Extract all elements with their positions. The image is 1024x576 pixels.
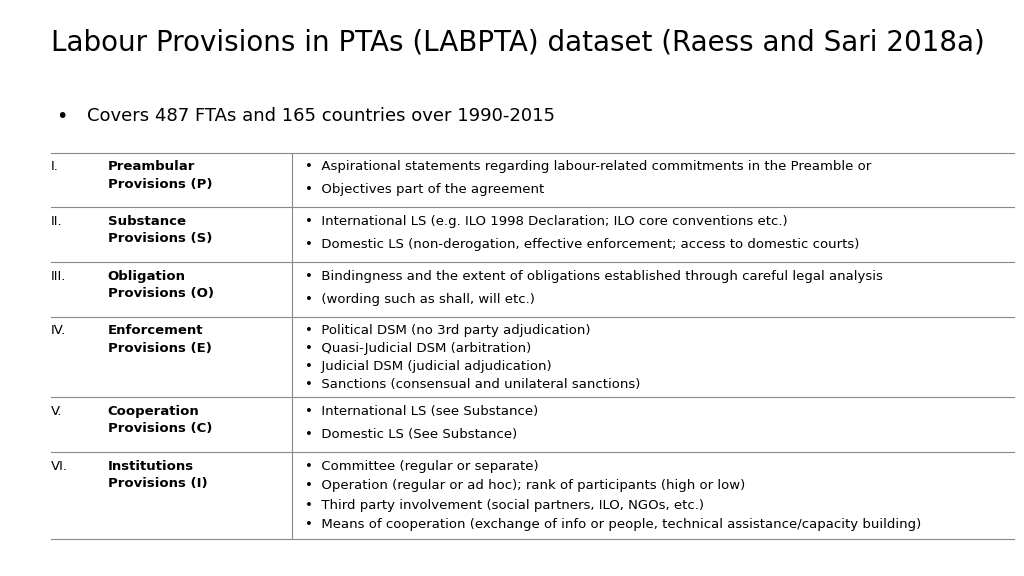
Text: •: • [56,107,68,126]
Text: •  Sanctions (consensual and unilateral sanctions): • Sanctions (consensual and unilateral s… [305,378,641,391]
Text: •  Aspirational statements regarding labour-related commitments in the Preamble : • Aspirational statements regarding labo… [305,160,871,173]
Text: •  (wording such as shall, will etc.): • (wording such as shall, will etc.) [305,293,535,306]
Text: Enforcement
Provisions (E): Enforcement Provisions (E) [108,324,211,355]
Text: •  Domestic LS (non-derogation, effective enforcement; access to domestic courts: • Domestic LS (non-derogation, effective… [305,238,859,251]
Text: V.: V. [51,405,62,418]
Text: •  Bindingness and the extent of obligations established through careful legal a: • Bindingness and the extent of obligati… [305,270,883,283]
Text: •  Quasi-Judicial DSM (arbitration): • Quasi-Judicial DSM (arbitration) [305,342,531,355]
Text: •  Objectives part of the agreement: • Objectives part of the agreement [305,183,545,196]
Text: •  Judicial DSM (judicial adjudication): • Judicial DSM (judicial adjudication) [305,361,552,373]
Text: •  International LS (e.g. ILO 1998 Declaration; ILO core conventions etc.): • International LS (e.g. ILO 1998 Declar… [305,215,787,228]
Text: Labour Provisions in PTAs (LABPTA) dataset (Raess and Sari 2018a): Labour Provisions in PTAs (LABPTA) datas… [51,29,985,57]
Text: Cooperation
Provisions (C): Cooperation Provisions (C) [108,405,212,435]
Text: •  Domestic LS (See Substance): • Domestic LS (See Substance) [305,428,517,441]
Text: •  Means of cooperation (exchange of info or people, technical assistance/capaci: • Means of cooperation (exchange of info… [305,518,922,531]
Text: •  Committee (regular or separate): • Committee (regular or separate) [305,460,539,473]
Text: •  Third party involvement (social partners, ILO, NGOs, etc.): • Third party involvement (social partne… [305,498,705,511]
Text: III.: III. [51,270,67,283]
Text: Preambular
Provisions (P): Preambular Provisions (P) [108,160,212,191]
Text: Institutions
Provisions (I): Institutions Provisions (I) [108,460,207,490]
Text: Substance
Provisions (S): Substance Provisions (S) [108,215,212,245]
Text: Obligation
Provisions (O): Obligation Provisions (O) [108,270,214,300]
Text: II.: II. [51,215,62,228]
Text: Covers 487 FTAs and 165 countries over 1990-2015: Covers 487 FTAs and 165 countries over 1… [87,107,555,124]
Text: I.: I. [51,160,59,173]
Text: IV.: IV. [51,324,67,338]
Text: •  Operation (regular or ad hoc); rank of participants (high or low): • Operation (regular or ad hoc); rank of… [305,479,745,492]
Text: •  International LS (see Substance): • International LS (see Substance) [305,405,539,418]
Text: •  Political DSM (no 3rd party adjudication): • Political DSM (no 3rd party adjudicati… [305,324,591,338]
Text: VI.: VI. [51,460,69,473]
